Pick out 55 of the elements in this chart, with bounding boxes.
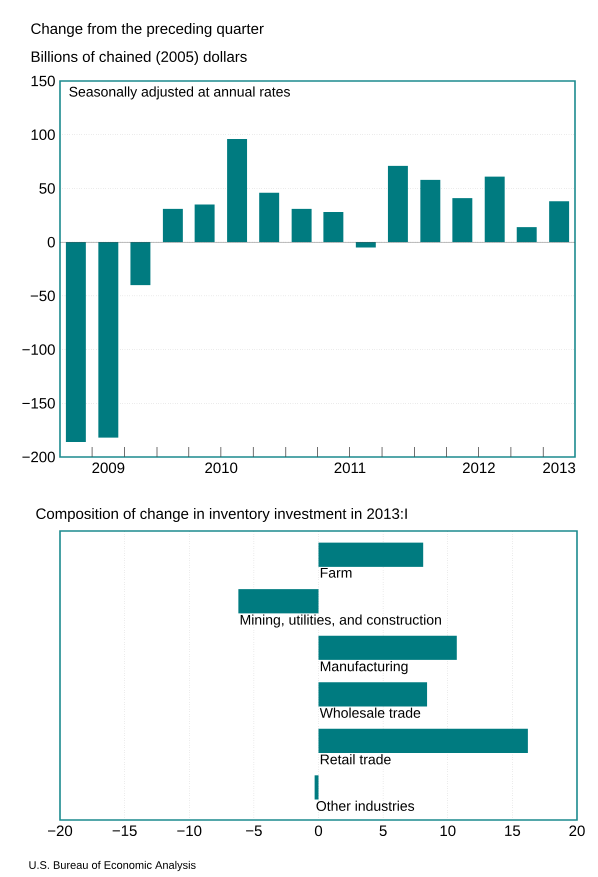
category-label: Retail trade [320,754,391,764]
bar [318,682,428,706]
bar [323,212,344,242]
x-tick-label: 2010 [205,462,238,474]
x-tick-label: −20 [48,826,72,836]
x-tick-label: 2009 [92,462,124,474]
y-tick-label: 0 [48,236,55,248]
bar [356,242,376,248]
bar [420,180,440,242]
category-label: Mining, utilities, and construction [240,614,441,628]
x-tick-label: 20 [569,826,585,836]
y-tick-label: −50 [30,290,55,302]
chart-subtitle: Billions of chained (2005) dollars [32,51,247,65]
x-tick-label: 15 [505,826,520,836]
y-tick-label: −200 [22,452,55,462]
category-label: Manufacturing [320,661,408,674]
y-tick-label: 100 [32,129,55,140]
bar [66,242,86,442]
x-tick-label: 2013 [543,462,576,474]
x-tick-label: 0 [314,826,322,836]
x-tick-label: −5 [246,826,262,836]
x-tick-label: −10 [177,826,202,836]
x-tick-label: 2012 [462,462,495,474]
bar [130,242,150,286]
category-label: Farm [320,568,352,578]
bar [318,728,528,753]
x-tick-label: 5 [380,826,387,836]
bar [238,589,318,614]
bar [452,198,472,242]
bar [318,542,424,567]
x-tick-label: 10 [440,826,456,836]
y-tick-label: 50 [39,183,55,194]
bar [314,775,318,800]
bar [227,139,248,242]
bar [516,227,537,242]
chart-title: Change from the preceding quarter [31,23,264,37]
bar [194,204,215,242]
bar [484,176,505,242]
bar [162,208,183,242]
bar [318,636,457,660]
category-label: Wholesale trade [320,708,420,718]
bar [259,192,280,242]
bar [292,208,312,242]
bar [549,201,570,242]
bar [388,166,408,242]
x-tick-label: 2011 [334,462,366,474]
annotation: Seasonally adjusted at annual rates [69,86,290,100]
chart-title: Composition of change in inventory investment in 2013:I [36,508,407,522]
category-label: Other industries [316,800,414,811]
y-tick-label: 150 [32,76,55,86]
y-tick-label: −100 [22,344,55,355]
bar [98,242,118,438]
x-tick-label: −15 [112,826,137,836]
text: U.S. Bureau of Economic Analysis [29,860,196,872]
y-tick-label: −150 [22,398,55,409]
